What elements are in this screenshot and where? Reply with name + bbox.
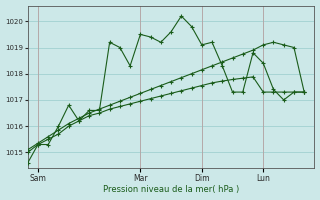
X-axis label: Pression niveau de la mer( hPa ): Pression niveau de la mer( hPa ) [103,185,239,194]
